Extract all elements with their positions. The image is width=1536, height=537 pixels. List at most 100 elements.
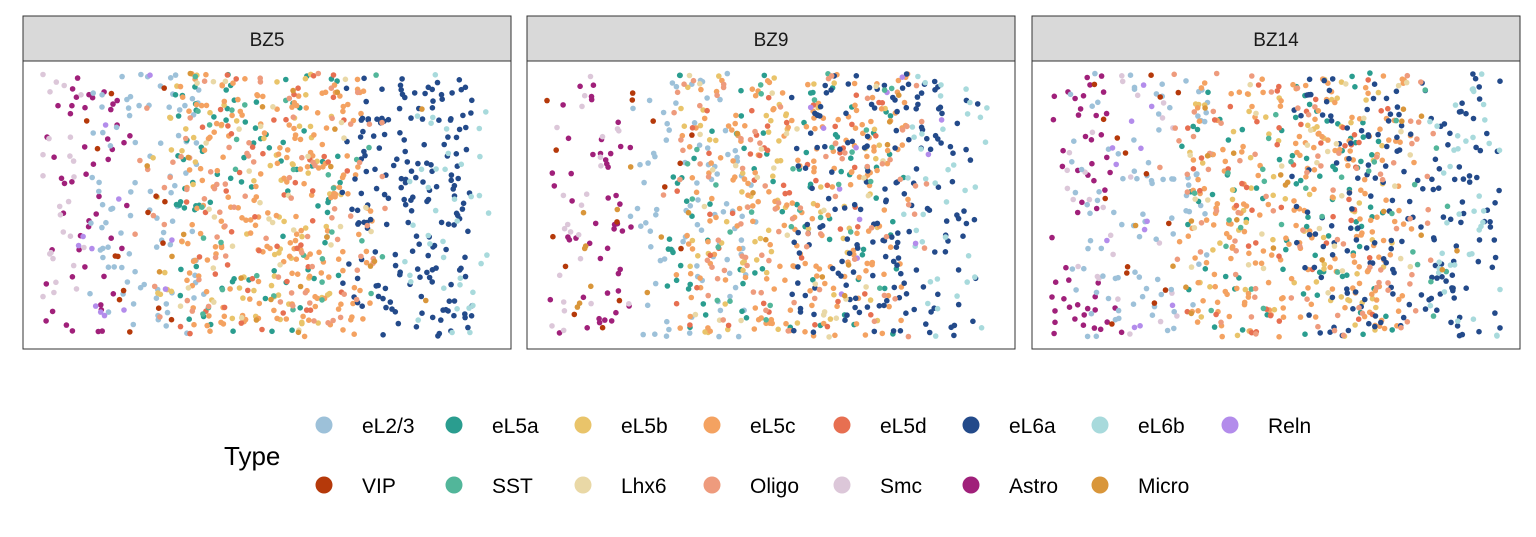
cell-point: [753, 257, 760, 263]
cell-point: [874, 167, 880, 174]
cell-point: [1115, 296, 1121, 302]
legend-label: Astro: [1009, 475, 1058, 498]
cell-point: [771, 105, 777, 112]
cell-point: [1476, 193, 1482, 199]
cell-point: [1350, 306, 1356, 312]
cell-point: [415, 317, 422, 323]
cell-point: [836, 186, 843, 192]
cell-point: [1230, 150, 1237, 156]
cell-point: [457, 275, 464, 282]
cell-point: [1351, 132, 1358, 138]
cell-point: [304, 233, 311, 240]
cell-point: [1454, 248, 1460, 254]
cell-point: [817, 214, 824, 221]
cell-point: [752, 92, 759, 99]
cell-point: [183, 135, 189, 142]
cell-point: [1093, 333, 1100, 340]
cell-point: [1194, 105, 1201, 111]
cell-point: [449, 329, 455, 336]
cell-point: [854, 230, 860, 237]
cell-point: [252, 214, 258, 220]
cell-point: [1304, 296, 1310, 303]
cell-point: [1144, 218, 1150, 225]
cell-point: [1156, 240, 1163, 246]
cell-point: [932, 249, 938, 255]
cell-point: [153, 295, 160, 302]
cell-point: [1389, 197, 1396, 204]
cell-point: [323, 223, 330, 230]
cell-point: [371, 258, 378, 265]
cell-point: [561, 308, 568, 314]
cell-point: [186, 167, 193, 173]
cell-point: [1276, 318, 1283, 324]
cell-point: [266, 216, 272, 222]
cell-point: [763, 317, 769, 323]
cell-point: [1456, 109, 1463, 115]
cell-point: [725, 151, 731, 158]
cell-point: [196, 254, 203, 260]
cell-point: [752, 270, 758, 276]
cell-point: [455, 175, 462, 182]
cell-point: [451, 196, 458, 202]
cell-point: [758, 289, 764, 296]
cell-point: [169, 253, 175, 260]
cell-point: [1407, 131, 1414, 137]
cell-point: [434, 79, 441, 86]
cell-point: [739, 170, 746, 176]
cell-point: [629, 97, 636, 103]
cell-point: [883, 233, 890, 240]
cell-point: [197, 165, 204, 172]
cell-point: [99, 224, 105, 231]
cell-point: [1424, 220, 1431, 226]
cell-point: [723, 201, 730, 207]
cell-point: [553, 147, 559, 153]
cell-point: [315, 320, 322, 326]
cell-point: [767, 241, 773, 248]
cell-point: [240, 295, 246, 301]
cell-point: [962, 187, 968, 194]
facet-strip-label-bz5: BZ5: [250, 30, 285, 51]
cell-point: [640, 331, 646, 338]
cell-point: [1087, 82, 1093, 88]
cell-point: [1316, 130, 1322, 137]
cell-point: [478, 260, 484, 267]
cell-point: [1331, 327, 1338, 334]
cell-point: [932, 87, 938, 93]
cell-point: [310, 159, 316, 166]
cell-point: [1164, 327, 1171, 334]
cell-point: [425, 184, 432, 191]
cell-point: [1211, 117, 1218, 123]
cell-point: [100, 245, 106, 252]
cell-point: [1398, 122, 1405, 129]
cell-point: [441, 285, 447, 292]
cell-point: [1248, 314, 1255, 320]
cell-point: [592, 220, 599, 227]
cell-point: [1245, 243, 1252, 249]
cell-point: [708, 160, 714, 166]
cell-point: [785, 124, 791, 131]
cell-point: [802, 292, 809, 299]
cell-point: [415, 160, 421, 167]
cell-point: [657, 257, 664, 264]
cell-point: [153, 244, 160, 250]
cell-point: [105, 264, 112, 271]
cell-point: [943, 218, 950, 224]
cell-point: [895, 77, 902, 84]
cell-point: [550, 233, 556, 240]
cell-point: [1091, 325, 1098, 331]
cell-point: [881, 87, 888, 93]
cell-point: [817, 103, 824, 110]
cell-point: [912, 183, 919, 189]
cell-point: [1253, 240, 1259, 246]
cell-point: [298, 227, 305, 234]
cell-point: [1280, 305, 1286, 311]
cell-point: [284, 278, 290, 285]
cell-point: [820, 320, 827, 327]
cell-point: [709, 264, 715, 271]
cell-point: [1377, 126, 1383, 132]
cell-point: [1328, 118, 1335, 124]
cell-point: [1211, 324, 1218, 330]
cell-point: [363, 98, 370, 105]
cell-point: [47, 89, 53, 95]
cell-point: [1385, 118, 1392, 124]
